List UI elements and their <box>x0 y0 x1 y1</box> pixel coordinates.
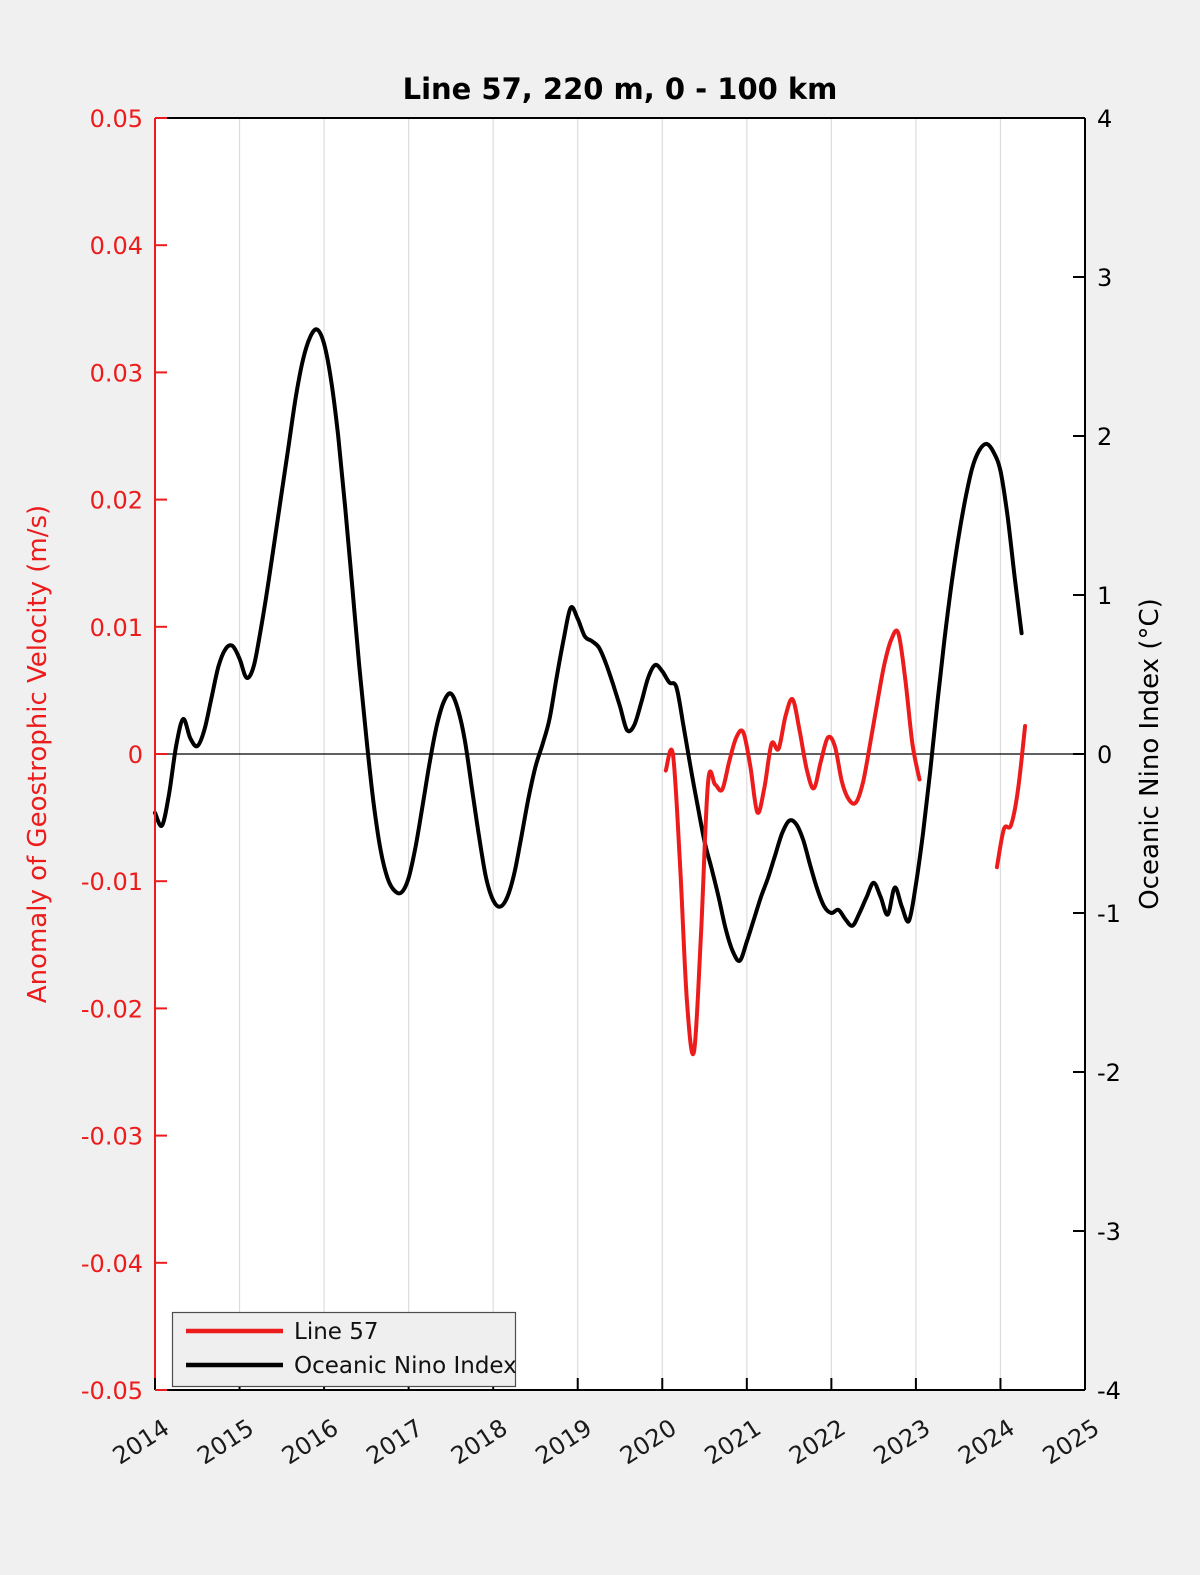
x-tick-label-2019: 2019 <box>531 1414 597 1471</box>
x-tick-label-2021: 2021 <box>700 1414 766 1471</box>
line57-curve-segment-2 <box>994 724 1028 870</box>
oni-curve <box>153 327 1024 963</box>
legend-line57-label: Line 57 <box>294 1319 379 1345</box>
left-tick-label--0.02: -0.02 <box>81 995 143 1023</box>
left-tick-label--0.04: -0.04 <box>81 1250 143 1278</box>
left-tick-label-0.05: 0.05 <box>90 105 143 133</box>
x-tick-label-2017: 2017 <box>361 1414 427 1471</box>
left-tick-label--0.03: -0.03 <box>81 1123 143 1151</box>
x-tick-label-2016: 2016 <box>277 1414 343 1471</box>
right-tick-label-3: 3 <box>1097 264 1112 292</box>
x-tick-label-2015: 2015 <box>192 1414 258 1471</box>
right-axis-label: Oceanic Nino Index (°C) <box>1135 598 1165 910</box>
left-tick-label-0.03: 0.03 <box>90 359 143 387</box>
curves <box>153 327 1028 1057</box>
line57-curve-segment-1 <box>663 628 922 1057</box>
legend-box <box>171 1311 517 1388</box>
left-tick-label-0: 0 <box>128 741 143 769</box>
right-tick-label-0: 0 <box>1097 741 1112 769</box>
right-tick-label--3: -3 <box>1097 1218 1121 1246</box>
x-tick-label-2023: 2023 <box>869 1414 935 1471</box>
right-tick-label-2: 2 <box>1097 423 1112 451</box>
left-tick-label-0.02: 0.02 <box>90 487 143 515</box>
right-tick-label--1: -1 <box>1097 900 1121 928</box>
left-tick-label-0.01: 0.01 <box>90 614 143 642</box>
x-tick-label-2022: 2022 <box>784 1414 850 1471</box>
left-axis-label: Anomaly of Geostrophic Velocity (m/s) <box>23 505 53 1003</box>
right-tick-label--4: -4 <box>1097 1377 1121 1405</box>
right-tick-label-4: 4 <box>1097 105 1112 133</box>
right-tick-label--2: -2 <box>1097 1059 1121 1087</box>
left-tick-label-0.04: 0.04 <box>90 232 143 260</box>
left-tick-label--0.01: -0.01 <box>81 868 143 896</box>
x-tick-label-2014: 2014 <box>108 1414 174 1471</box>
x-tick-label-2024: 2024 <box>953 1414 1019 1471</box>
left-tick-label--0.05: -0.05 <box>81 1377 143 1405</box>
x-tick-label-2020: 2020 <box>615 1414 681 1471</box>
right-tick-label-1: 1 <box>1097 582 1112 610</box>
legend: Line 57 Oceanic Nino Index <box>171 1311 517 1388</box>
x-tick-label-2018: 2018 <box>446 1414 512 1471</box>
chart-title: Line 57, 220 m, 0 - 100 km <box>403 72 838 106</box>
legend-oni-label: Oceanic Nino Index <box>294 1353 517 1379</box>
x-tick-label-2025: 2025 <box>1038 1414 1104 1471</box>
